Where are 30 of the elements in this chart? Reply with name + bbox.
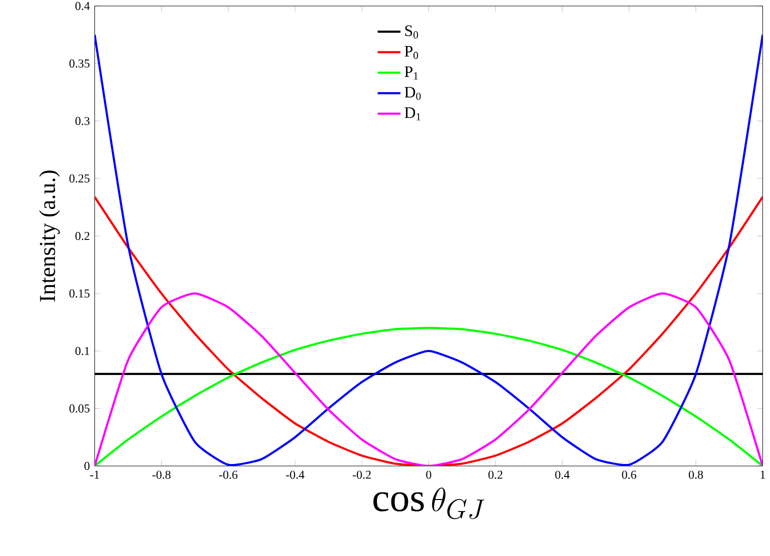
x-tick-label: -0.2 <box>352 470 371 479</box>
line-series <box>94 326 763 466</box>
y-tick-label: 0.35 <box>69 59 90 68</box>
y-tick-label: 0.15 <box>69 289 90 298</box>
y-tick-label: 0 <box>84 462 90 470</box>
legend-label: S$_{0}$ <box>405 25 418 38</box>
legend-label: D$_{0}$ <box>404 86 421 100</box>
y-tick-label: 0.4 <box>75 2 90 10</box>
x-tick-label: -0.8 <box>152 470 171 479</box>
y-axis-title: Intensity (a.u.) <box>39 170 60 302</box>
y-tick-label: 0.3 <box>75 116 90 126</box>
x-axis-title: $\cos\theta_{GJ}$ <box>373 488 484 520</box>
x-tick-label: 1 <box>760 470 765 479</box>
x-tick-label: 0.4 <box>555 470 570 479</box>
x-tick-label: 0.8 <box>688 470 703 479</box>
x-tick-label: 0 <box>426 470 432 479</box>
x-tick-label: -0.4 <box>286 470 304 479</box>
line-series <box>94 292 763 466</box>
x-tick-label: 0.6 <box>622 470 636 479</box>
y-tick-label: 0.2 <box>75 232 90 240</box>
line-series <box>94 196 763 466</box>
y-tick-label: 0.1 <box>75 346 90 356</box>
legend-label: P$_{0}$ <box>404 46 418 59</box>
x-tick-label: 0.2 <box>488 470 502 479</box>
legend-label: P$_{1}$ <box>404 66 418 80</box>
y-tick-label: 0.05 <box>69 404 90 413</box>
x-tick-label: -0.6 <box>219 470 238 479</box>
y-tick-label: 0.25 <box>69 174 90 183</box>
legend-label: D$_{1}$ <box>404 107 420 120</box>
x-tick-label: -1 <box>90 470 99 479</box>
